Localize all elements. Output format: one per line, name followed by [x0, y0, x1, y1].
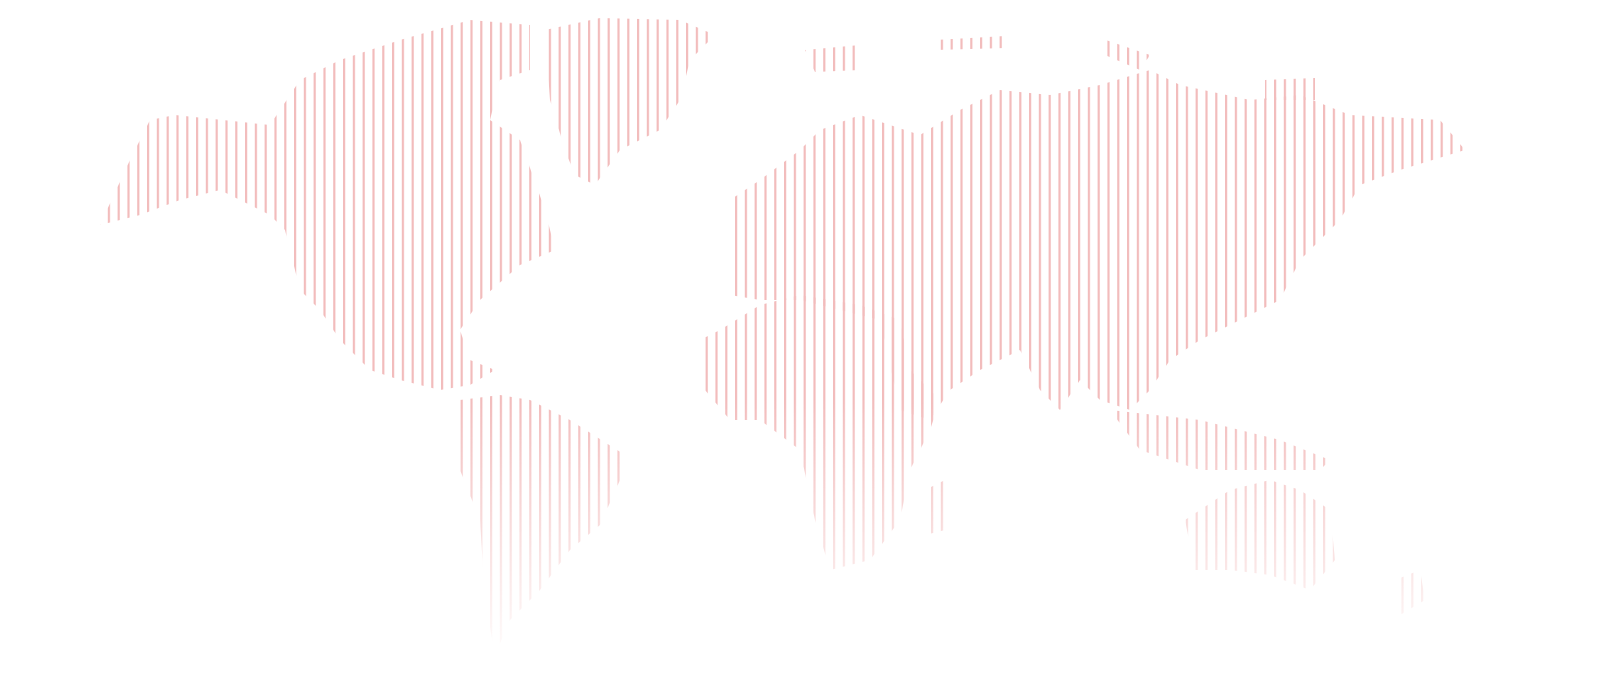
- australia: [1185, 480, 1335, 590]
- eurasia: [730, 70, 1465, 420]
- southeast-asia-islands: [1110, 410, 1330, 470]
- south-america: [460, 395, 625, 655]
- greenland: [545, 18, 715, 185]
- arctic-islands: [805, 36, 1315, 100]
- continents: [100, 18, 1465, 655]
- africa: [700, 295, 940, 570]
- new-zealand: [1395, 570, 1425, 615]
- madagascar: [925, 480, 945, 535]
- north-america: [100, 20, 555, 390]
